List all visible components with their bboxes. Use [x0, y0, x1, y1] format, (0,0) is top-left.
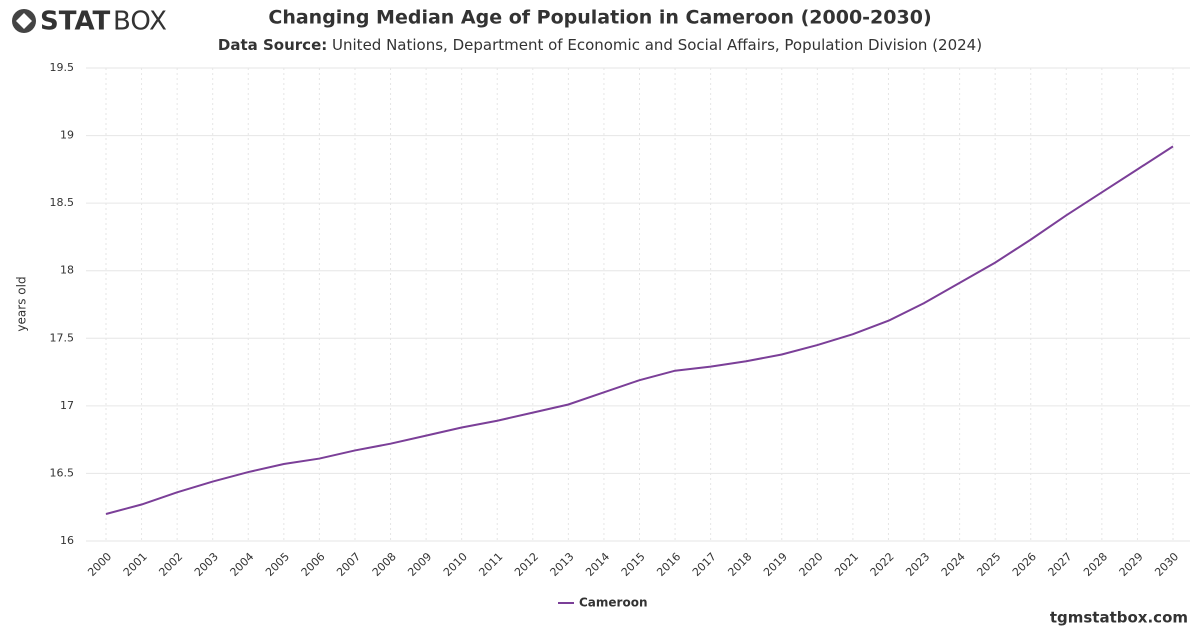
chart-subtitle: Data Source: United Nations, Department …	[218, 36, 982, 54]
y-tick-label: 19.5	[50, 61, 75, 74]
x-tick-label: 2000	[85, 550, 114, 579]
x-tick-label: 2010	[441, 550, 470, 579]
footer: tgmstatbox.com	[1050, 609, 1188, 627]
x-tick-label: 2020	[797, 550, 826, 579]
x-tick-label: 2014	[583, 550, 612, 579]
x-tick-label: 2005	[263, 550, 292, 579]
subtitle-label: Data Source:	[218, 36, 327, 54]
x-tick-label: 2021	[832, 550, 861, 579]
x-tick-label: 2006	[299, 550, 328, 579]
y-tick-label: 17.5	[50, 331, 75, 344]
logo: STAT BOX	[12, 7, 167, 37]
x-tick-label: 2003	[192, 550, 221, 579]
x-tick-label: 2019	[761, 550, 790, 579]
x-tick-label: 2018	[725, 550, 754, 579]
x-tick-label: 2002	[156, 550, 185, 579]
x-tick-label: 2030	[1152, 550, 1181, 579]
x-tick-label: 2009	[405, 550, 434, 579]
x-tick-label: 2028	[1081, 550, 1110, 579]
y-axis-label: years old	[15, 276, 29, 331]
x-tick-label: 2012	[512, 550, 541, 579]
x-tick-label: 2023	[903, 550, 932, 579]
y-tick-label: 19	[60, 129, 74, 142]
y-tick-label: 16	[60, 534, 74, 547]
legend-label: Cameroon	[579, 596, 648, 610]
x-tick-label: 2015	[619, 550, 648, 579]
x-tick-label: 2017	[690, 550, 719, 579]
subtitle-text: United Nations, Department of Economic a…	[332, 36, 982, 54]
x-tick-label: 2022	[868, 550, 897, 579]
line	[105, 145, 1174, 515]
x-tick-label: 2004	[228, 550, 257, 579]
x-tick-label: 2013	[548, 550, 577, 579]
y-tick-label: 18	[60, 264, 74, 277]
logo-icon-mark	[16, 13, 32, 29]
x-tick-label: 2026	[1010, 550, 1039, 579]
x-tick-label: 2025	[974, 550, 1003, 579]
x-tick-label: 2011	[476, 550, 505, 579]
x-tick-label: 2008	[370, 550, 399, 579]
logo-bold: STAT	[40, 7, 111, 37]
y-tick-label: 17	[60, 399, 74, 412]
x-tick-label: 2024	[939, 550, 968, 579]
x-tick-label: 2007	[334, 550, 363, 579]
x-tick-label: 2001	[121, 550, 150, 579]
y-tick-label: 18.5	[50, 196, 75, 209]
logo-light: BOX	[113, 7, 167, 37]
x-tick-label: 2016	[654, 550, 683, 579]
y-tick-label: 16.5	[50, 466, 75, 479]
chart-title: Changing Median Age of Population in Cam…	[268, 7, 931, 29]
x-tick-label: 2029	[1117, 550, 1146, 579]
x-tick-label: 2027	[1046, 550, 1075, 579]
